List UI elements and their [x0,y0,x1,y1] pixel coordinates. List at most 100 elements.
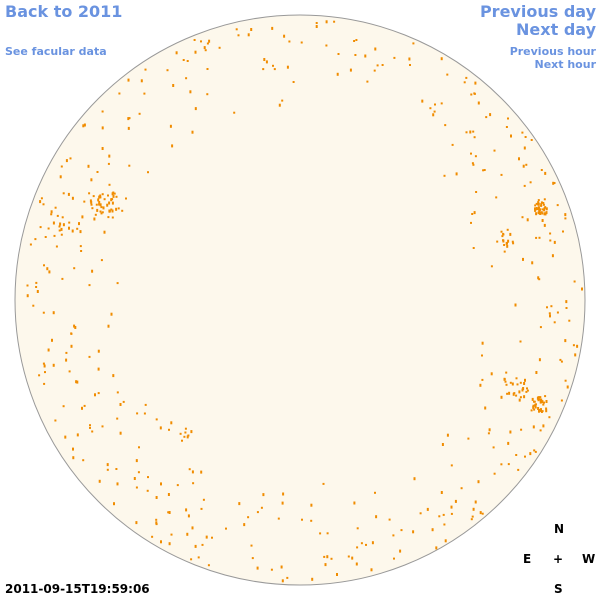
facula [451,143,454,146]
facula [564,213,567,217]
facula [277,517,280,520]
facula [535,212,538,216]
facula [58,225,61,228]
facula [36,290,39,293]
facula [535,236,538,239]
facula [107,162,110,165]
facula [67,192,70,196]
facula [474,155,477,158]
facula [102,206,105,210]
facula [74,326,77,329]
facula [35,281,38,284]
facula [540,201,543,204]
facula [60,165,63,168]
facula [60,227,63,231]
facula [515,454,518,456]
facula [167,511,170,514]
facula [185,508,188,512]
facula [524,378,526,382]
facula [500,463,503,466]
facula [487,432,490,435]
next-day-link[interactable]: Next day [516,20,596,39]
facula [147,476,149,479]
facula [127,117,130,121]
facula [155,518,158,521]
facula [29,243,32,246]
facula [421,99,424,103]
next-hour-link[interactable]: Next hour [534,58,597,71]
facula [326,555,329,559]
facula [542,202,545,204]
facula [319,532,322,535]
facula [280,565,283,569]
facula [107,324,110,328]
facula [534,450,537,453]
facula [523,146,526,150]
facula [98,203,101,206]
facula [39,200,42,204]
facula [282,492,285,496]
facula [543,208,546,212]
facula [100,259,103,262]
facula [433,110,436,113]
facula [539,429,542,432]
facula [521,388,524,392]
previous-day-link[interactable]: Previous day [479,2,596,21]
facula [204,49,207,52]
facula [62,192,65,195]
facula [548,312,551,315]
facula [472,163,475,166]
facula [538,358,541,362]
facula [94,213,97,216]
solar-disk [14,14,586,586]
facula [189,90,192,94]
facula [59,175,62,179]
facula [393,56,396,59]
facula [355,39,358,41]
facula [495,196,498,199]
facula [32,304,35,307]
facula [477,480,480,484]
facula [353,501,356,505]
facula [108,210,111,212]
facula [272,64,274,67]
facula [111,216,114,219]
facular-link[interactable]: See facular data [5,45,107,58]
facula [516,383,519,386]
facula [99,194,102,197]
facula [471,515,474,518]
facula [581,287,583,291]
facula [43,364,46,368]
facula [482,169,485,172]
facula [544,395,547,398]
facula [393,557,395,560]
facula [47,348,50,352]
facula [500,230,503,233]
facula [101,425,104,428]
facula [48,270,51,274]
facula [546,306,548,309]
facula [52,221,55,225]
facula [355,562,358,566]
previous-hour-link[interactable]: Previous hour [509,45,596,58]
facula [136,412,139,415]
facula [88,355,91,358]
facula [552,181,555,185]
facula [507,463,510,466]
facula [137,471,140,474]
facula [116,482,119,486]
back-link[interactable]: Back to 2011 [5,2,123,21]
facula [286,65,289,69]
facula [556,204,559,207]
facula [523,395,526,399]
facula [39,226,42,229]
facula [374,47,377,51]
facula [206,93,209,96]
facula [540,211,543,214]
facula [536,208,539,211]
facula [73,324,76,328]
facula [143,412,146,415]
facula [61,216,64,219]
facula [507,441,510,445]
facula [503,244,506,246]
